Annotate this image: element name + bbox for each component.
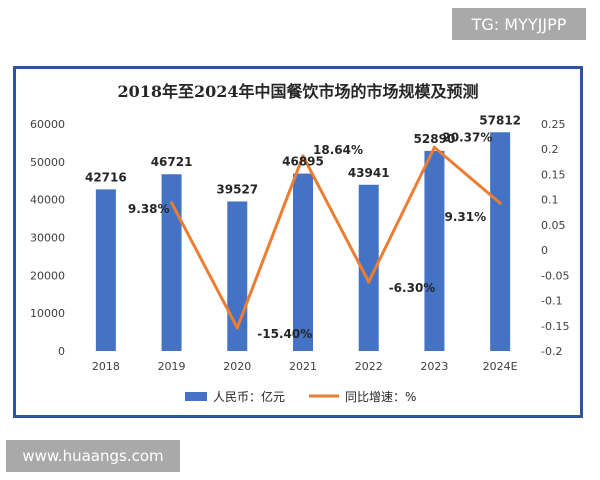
line-point [235, 326, 239, 330]
left-tick-label: 20000 [30, 269, 65, 282]
left-y-axis: 0 10000 20000 30000 40000 50000 60000 [30, 118, 65, 358]
x-tick-label: 2020 [223, 360, 251, 373]
x-axis: 2018 2019 2020 2021 2022 2023 2024E [92, 360, 518, 373]
line-point [367, 280, 371, 284]
bar [293, 173, 313, 351]
data-labels: 42716 46721 39527 46895 43941 52890 57812 9.38%… [85, 113, 521, 341]
bar-value-label: 46721 [151, 155, 193, 169]
right-tick-label: -0.2 [541, 345, 562, 358]
right-tick-label: -0.15 [541, 320, 569, 333]
bar-value-label: 43941 [348, 166, 390, 180]
x-tick-label: 2024E [483, 360, 518, 373]
chart-title: 2018年至2024年中国餐饮市场的市场规模及预测 [117, 82, 478, 101]
line-value-label: 20.37% [442, 130, 492, 144]
legend-line-label: 同比增速：% [345, 390, 416, 404]
legend: 人民币：亿元 同比增速：% [185, 389, 416, 404]
x-tick-label: 2022 [355, 360, 383, 373]
left-tick-label: 50000 [30, 156, 65, 169]
line-value-label: 18.64% [313, 143, 363, 157]
x-tick-label: 2018 [92, 360, 120, 373]
bar [161, 174, 182, 351]
right-tick-label: -0.05 [541, 269, 569, 282]
left-tick-label: 0 [58, 345, 65, 358]
right-tick-label: 0.05 [541, 219, 566, 232]
bar [424, 150, 445, 351]
bar-value-label: 57812 [479, 113, 521, 127]
bar [358, 184, 379, 351]
line-point [498, 201, 502, 205]
bar [95, 189, 116, 351]
line-value-label: 9.38% [128, 202, 170, 216]
right-tick-label: -0.1 [541, 295, 562, 308]
bar-series [95, 132, 511, 351]
line-series [169, 145, 502, 330]
growth-line [170, 145, 502, 330]
legend-bar-swatch [185, 392, 207, 401]
x-tick-label: 2019 [158, 360, 186, 373]
line-point [301, 154, 305, 158]
legend-bar-label: 人民币：亿元 [213, 389, 285, 404]
chart: 2018年至2024年中国餐饮市场的市场规模及预测 0 10000 20000 300… [30, 82, 569, 404]
bar-value-label: 42716 [85, 170, 127, 184]
bar-value-label: 39527 [216, 182, 258, 196]
left-tick-label: 60000 [30, 118, 65, 131]
x-tick-label: 2023 [420, 360, 448, 373]
line-point [169, 201, 174, 205]
bar [490, 132, 511, 351]
bar-value-label: 52890 [414, 132, 456, 146]
right-y-axis: -0.2 -0.15 -0.1 -0.05 0 0.05 0.1 0.15 0.2 0.25 [541, 118, 569, 358]
right-tick-label: 0.2 [541, 143, 559, 156]
bottom-watermark: www.huaangs.com [6, 440, 180, 472]
line-point [432, 145, 437, 149]
right-tick-label: 0.15 [541, 168, 566, 181]
right-tick-label: 0.1 [541, 194, 559, 207]
bar-value-label: 46895 [282, 155, 324, 169]
right-tick-label: 0.25 [541, 118, 566, 131]
right-tick-label: 0 [541, 244, 548, 257]
line-value-label: 9.31% [445, 210, 487, 224]
left-tick-label: 10000 [30, 307, 65, 320]
top-watermark: TG: MYYJJPP [452, 8, 586, 40]
line-value-label: -6.30% [389, 281, 436, 295]
line-value-label: -15.40% [257, 327, 312, 341]
x-tick-label: 2021 [289, 360, 317, 373]
left-tick-label: 40000 [30, 194, 65, 207]
left-tick-label: 30000 [30, 232, 65, 245]
